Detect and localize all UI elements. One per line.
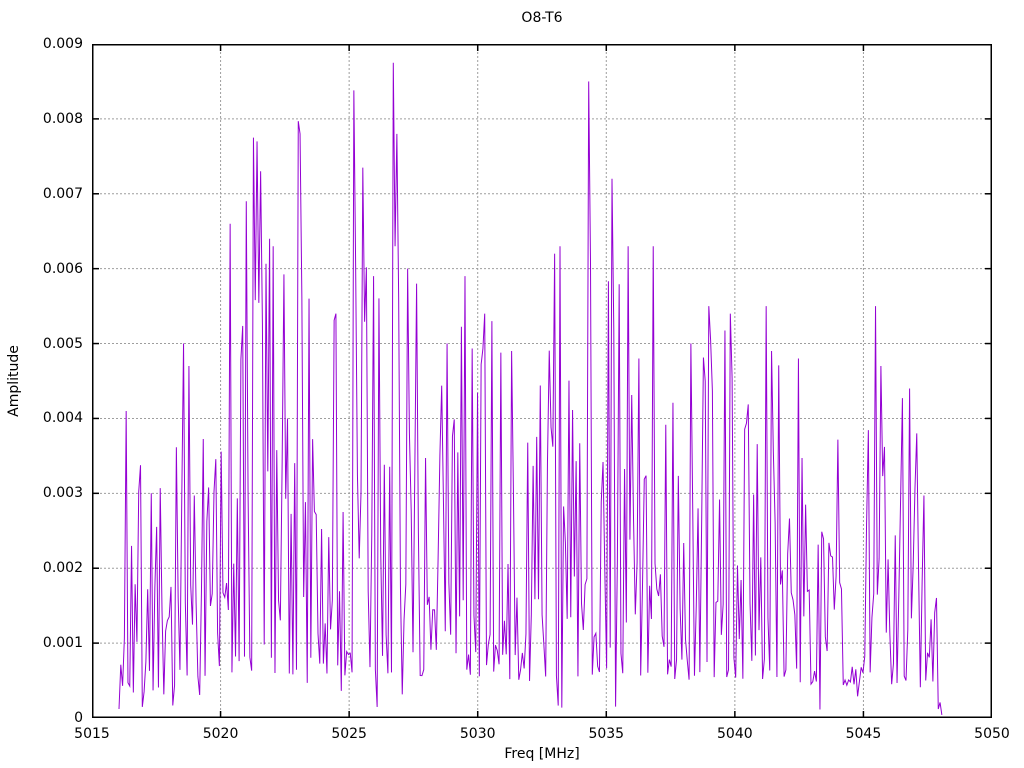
- x-axis-label: Freq [MHz]: [504, 746, 580, 762]
- chart-title: O8-T6: [521, 10, 563, 26]
- x-tick-label: 5025: [331, 726, 367, 742]
- y-tick-label: 0.005: [42, 335, 83, 352]
- y-axis-label: Amplitude: [6, 345, 22, 417]
- y-tick-label: 0: [74, 710, 83, 726]
- x-tick-label: 5035: [588, 726, 625, 742]
- x-tick-label: 5040: [717, 726, 753, 742]
- x-tick-label: 5045: [845, 726, 882, 742]
- y-tick-label: 0.006: [42, 260, 83, 277]
- x-tick-label: 5050: [974, 726, 1010, 742]
- y-tick-label: 0.008: [42, 110, 83, 127]
- x-tick-label: 5015: [74, 726, 110, 742]
- y-tick-label: 0.004: [42, 410, 83, 427]
- y-tick-label: 0.007: [42, 185, 83, 202]
- x-tick-label: 5030: [459, 726, 496, 742]
- plot-area: [92, 44, 992, 718]
- x-tick-label: 5020: [202, 726, 239, 742]
- y-tick-label: 0.002: [42, 560, 83, 577]
- y-tick-label: 0.003: [42, 485, 83, 502]
- y-tick-label: 0.001: [42, 635, 83, 652]
- y-tick-label: 0.009: [42, 36, 83, 52]
